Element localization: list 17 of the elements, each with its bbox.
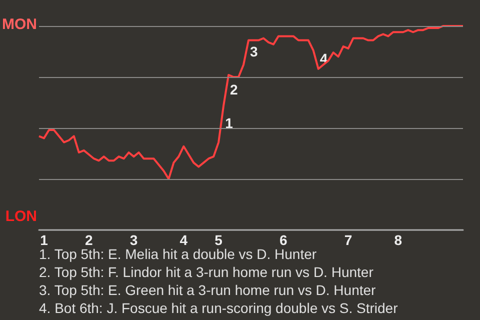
text: MON xyxy=(2,16,38,33)
annotation: 2 xyxy=(230,81,238,98)
text: 4. Bot 6th: J. Foscue hit a run-scoring double vs S. Strider xyxy=(39,300,398,316)
annotation: 3 xyxy=(250,44,258,60)
x-tick-label: 4 xyxy=(180,232,188,248)
x-tick-label: 7 xyxy=(344,232,352,248)
x-tick-label: 1 xyxy=(40,232,48,248)
text: 2. Top 5th: F. Lindor hit a 3-run home run vs D. Hunter xyxy=(39,264,374,280)
x-tick-label: 8 xyxy=(394,232,402,248)
x-tick-label: 2 xyxy=(84,232,93,248)
annotation: 1 xyxy=(225,114,234,131)
text: LON xyxy=(5,208,38,225)
text: 1. Top 5th: E. Melia hit a double vs D. Hunter xyxy=(39,246,317,262)
x-tick-label: 3 xyxy=(130,232,138,248)
x-tick-label: 5 xyxy=(214,232,223,248)
text: 3. Top 5th: E. Green hit a 3-run home run vs D. Hunter xyxy=(39,282,376,298)
x-tick-label: 6 xyxy=(280,232,288,248)
